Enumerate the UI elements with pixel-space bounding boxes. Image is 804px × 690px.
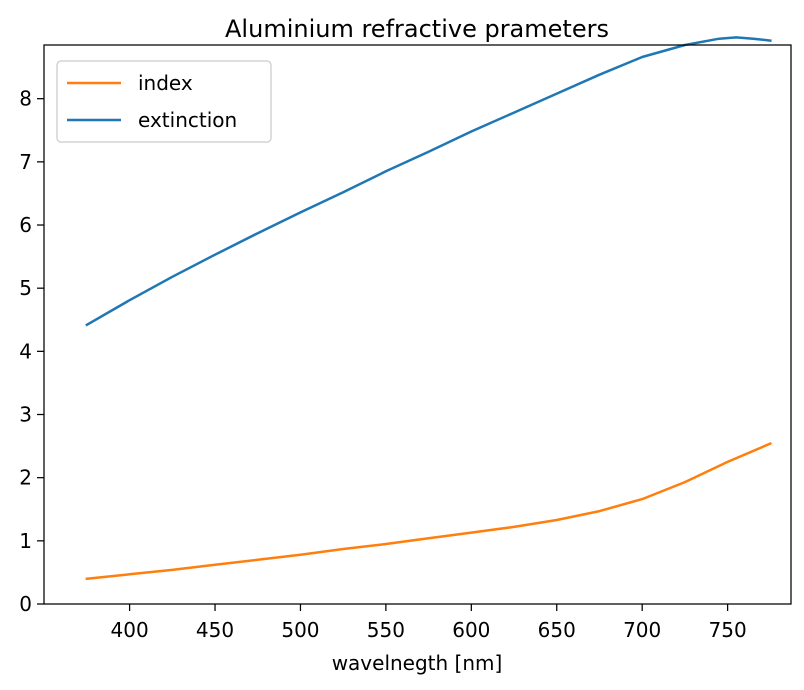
y-tick-label: 5: [19, 276, 32, 300]
legend-label-extinction: extinction: [138, 108, 237, 132]
series-line-index: [85, 441, 772, 581]
plot-frame: [43, 44, 792, 605]
x-tick-label: 600: [452, 618, 490, 642]
x-tick-label: 750: [709, 618, 747, 642]
x-axis-label: wavelnegth [nm]: [332, 651, 503, 675]
y-tick-label: 2: [19, 466, 32, 490]
y-tick-label: 7: [19, 150, 32, 174]
lines-layer: [85, 36, 772, 581]
x-tick-label: 450: [196, 618, 234, 642]
y-tick-label: 4: [19, 339, 32, 363]
x-tick-label: 500: [281, 618, 319, 642]
y-tick-label: 0: [19, 592, 32, 616]
x-axis: 400 450 500 550 600 650 700 750: [111, 604, 747, 642]
x-tick-label: 650: [538, 618, 576, 642]
chart-title: Aluminium refractive prameters: [225, 15, 609, 43]
series-line-extinction: [85, 36, 772, 327]
x-tick-label: 700: [623, 618, 661, 642]
y-tick-label: 8: [19, 87, 32, 111]
y-tick-label: 6: [19, 213, 32, 237]
x-tick-label: 550: [367, 618, 405, 642]
y-axis: 0 1 2 3 4 5 6 7 8: [19, 87, 44, 616]
legend: index extinction: [56, 60, 272, 143]
x-tick-label: 400: [111, 618, 149, 642]
y-tick-label: 1: [19, 529, 32, 553]
legend-box: [56, 60, 272, 143]
y-tick-label: 3: [19, 403, 32, 427]
legend-label-index: index: [138, 71, 193, 95]
